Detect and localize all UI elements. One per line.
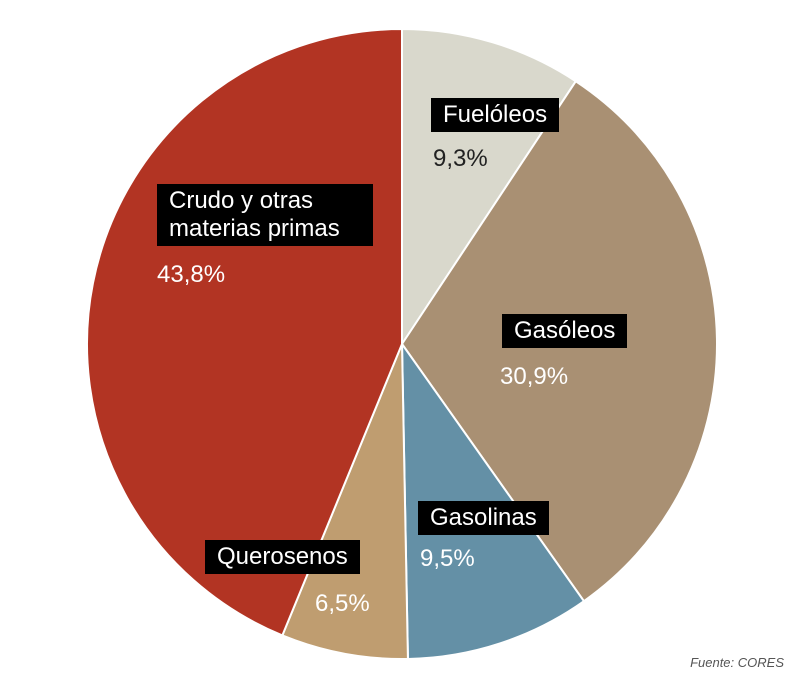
source: Fuente: CORES [690, 655, 784, 670]
slice [281, 343, 409, 660]
value-label: 43,8% [157, 261, 226, 288]
value-label: 30,9% [500, 363, 569, 390]
category-label: Querosenos [205, 540, 360, 574]
category-label: Crudo y otras materias primas [157, 184, 373, 246]
slice [86, 27, 403, 637]
value-label: 6,5% [315, 590, 370, 617]
category-label: Gasolinas [418, 501, 549, 535]
category-label: Fuelóleos [431, 98, 560, 132]
value-label: 9,3% [433, 145, 488, 172]
category-label: Gasóleos [502, 314, 628, 348]
value-label: 9,5% [420, 545, 475, 572]
